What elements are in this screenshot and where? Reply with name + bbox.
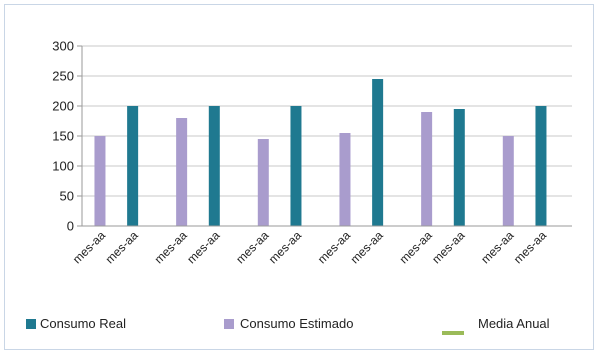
x-tick-label: mes-aa [233,228,271,266]
bar-consumo-real [535,106,547,226]
x-tick-label: mes-aa [184,228,222,266]
legend-label-consumo-estimado: Consumo Estimado [240,316,353,331]
legend-marker-media-anual [442,331,464,335]
y-tick-label: 250 [52,69,74,84]
x-tick-label: mes-aa [266,228,304,266]
bar-consumo-estimado [94,136,106,226]
y-axis-ticks: 0 50 100 150 200 250 300 [52,39,82,234]
y-tick-label: 50 [60,189,74,204]
x-tick-label: mes-aa [429,228,467,266]
x-tick-label: mes-aa [478,228,516,266]
bar-consumo-estimado [257,139,269,226]
bar-consumo-real [453,109,465,226]
y-tick-label: 100 [52,159,74,174]
bar-consumo-real [372,79,384,226]
y-tick-label: 300 [52,39,74,54]
bar-consumo-real [208,106,220,226]
legend-marker-consumo-estimado [224,319,234,329]
x-tick-label: mes-aa [315,228,353,266]
x-tick-label: mes-aa [103,228,141,266]
legend: Consumo Real Consumo Estimado Media Anua… [26,316,550,335]
x-tick-label: mes-aa [348,228,386,266]
x-tick-label: mes-aa [511,228,549,266]
y-tick-label: 0 [67,219,74,234]
bar-consumo-real [290,106,302,226]
legend-marker-consumo-real [26,319,36,329]
bars [94,79,547,226]
y-tick-label: 200 [52,99,74,114]
x-tick-label: mes-aa [397,228,435,266]
legend-label-media-anual: Media Anual [478,316,550,331]
bar-consumo-estimado [176,118,188,226]
x-tick-label: mes-aa [152,228,190,266]
bar-consumo-estimado [502,136,514,226]
bar-consumo-estimado [339,133,351,226]
gridlines [82,45,572,227]
x-tick-label: mes-aa [70,228,108,266]
bar-consumo-estimado [421,112,433,226]
y-tick-label: 150 [52,129,74,144]
bar-consumo-real [127,106,139,226]
legend-label-consumo-real: Consumo Real [40,316,126,331]
